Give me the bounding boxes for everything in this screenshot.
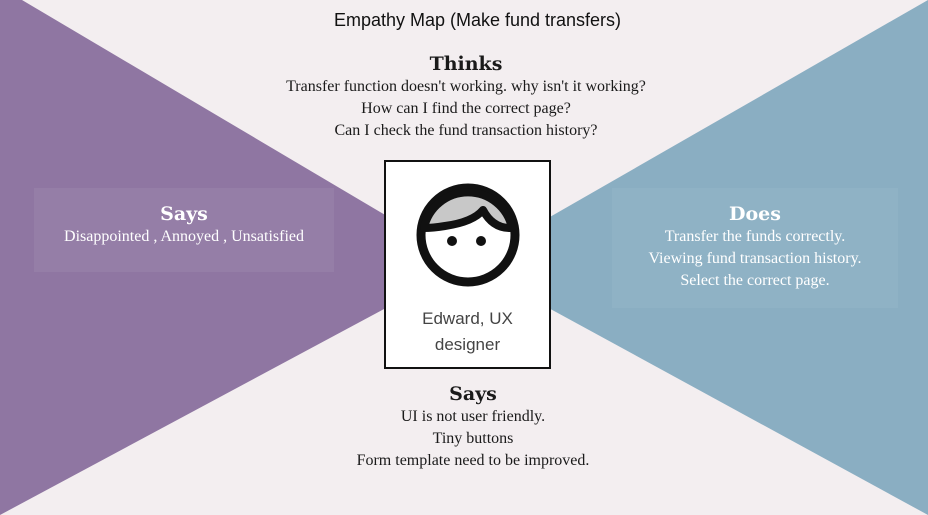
thinks-line: Transfer function doesn't working. why i…: [286, 78, 646, 95]
does-line: Select the correct page.: [680, 272, 830, 289]
does-panel-right: [468, 0, 928, 515]
does-section: Does Transfer the funds correctly. Viewi…: [612, 188, 898, 308]
says-bottom-line: Tiny buttons: [432, 430, 514, 447]
thinks-heading: Thinks: [429, 53, 503, 75]
does-line: Viewing fund transaction history.: [648, 250, 862, 267]
says-left-line: Disappointed , Annoyed , Unsatisfied: [64, 228, 304, 245]
says-left-heading: Says: [160, 203, 208, 225]
says-bottom-line: UI is not user friendly.: [400, 408, 546, 425]
does-heading: Does: [729, 203, 781, 225]
says-bottom-line: Form template need to be improved.: [356, 452, 590, 469]
thinks-line: How can I find the correct page?: [361, 100, 571, 117]
says-panel-left: [0, 0, 468, 515]
persona-name-line: Edward, UX: [422, 309, 513, 328]
persona-role-line: designer: [434, 335, 501, 354]
does-line: Transfer the funds correctly.: [664, 228, 846, 245]
face-icon: [416, 183, 520, 287]
says-bottom-heading: Says: [449, 383, 497, 405]
persona-card: Edward, UX designer: [384, 160, 551, 369]
says-bottom-section: Says UI is not user friendly. Tiny butto…: [246, 382, 700, 472]
thinks-line: Can I check the fund transaction history…: [334, 122, 598, 139]
says-left-section: Says Disappointed , Annoyed , Unsatisfie…: [34, 188, 334, 272]
persona-name: Edward, UX designer: [386, 306, 549, 358]
map-title: Empathy Map (Make fund transfers): [333, 10, 622, 30]
thinks-section: Thinks Transfer function doesn't working…: [196, 52, 736, 142]
